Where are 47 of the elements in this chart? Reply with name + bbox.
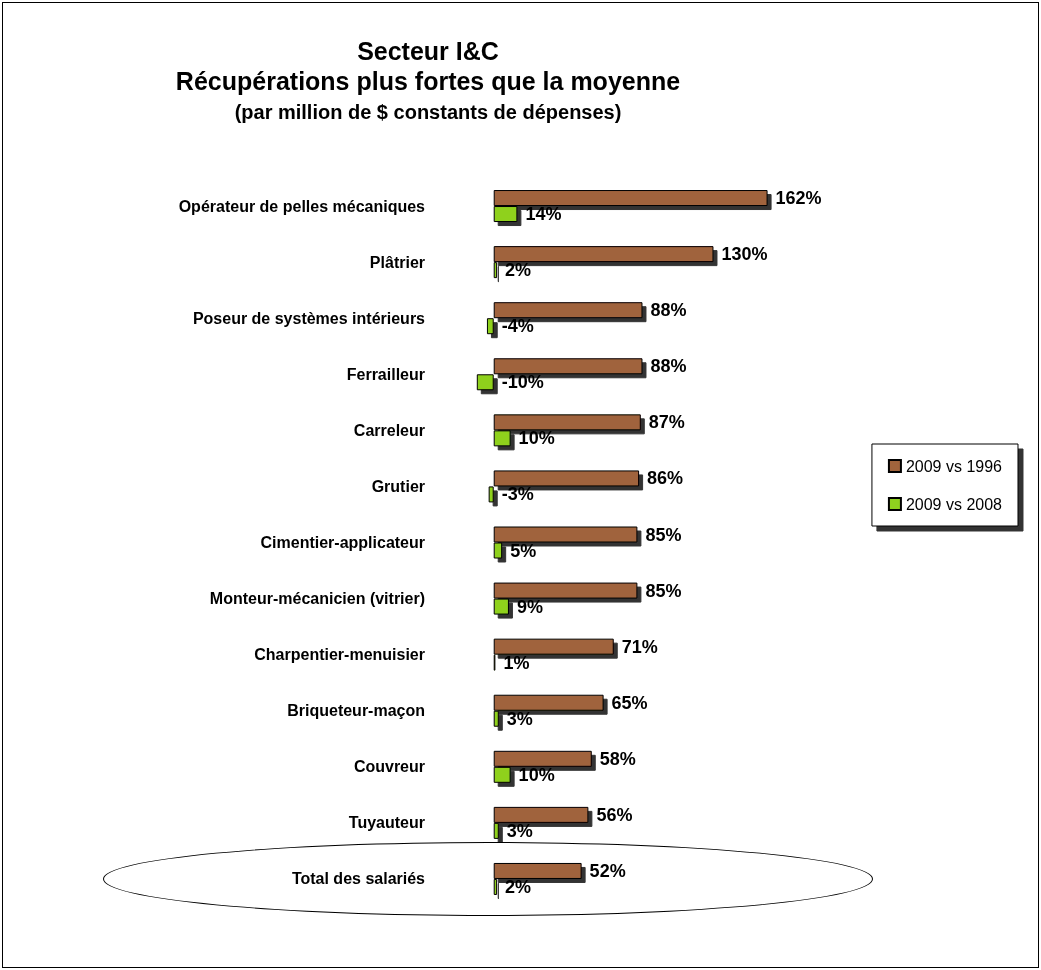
data-label: 52% [589,860,626,881]
y-tick-label: Opérateur de pelles mécaniques [178,197,426,215]
data-label: 3% [506,820,533,841]
chart-subtitle: (par million de $ constants de dépenses) [234,101,622,123]
data-label: 9% [516,596,543,617]
data-label: 65% [611,692,648,713]
data-label: 58% [599,748,636,769]
data-label: -4% [501,316,534,337]
data-label: 87% [648,412,685,433]
data-label: 3% [506,708,533,729]
data-label: 1% [503,652,530,673]
legend-label: 2009 vs 1996 [905,457,1003,475]
bar [493,302,643,319]
data-label: 10% [518,428,555,449]
legend-label: 2009 vs 2008 [905,495,1003,513]
y-tick-label: Cimentier-applicateur [260,534,425,551]
data-label: 86% [647,468,684,489]
y-tick-label: Briqueteur-maçon [287,702,425,720]
y-tick-label: Grutier [371,477,425,495]
data-label: -10% [501,372,544,393]
y-tick-label: Total des salariés [291,870,426,888]
data-label: 14% [525,204,562,225]
data-label: 5% [510,540,537,561]
data-label: 2% [505,260,532,281]
data-label: 10% [518,764,555,785]
data-label: 85% [645,524,682,545]
y-tick-label: Plâtrier [369,253,425,271]
data-label: 85% [645,580,682,601]
y-tick-label: Monteur-mécanicien (vitrier) [209,590,425,608]
y-tick-label: Couvreur [353,758,425,776]
data-label: 162% [775,188,822,209]
chart-title: Secteur I&C Récupérations plus fortes que la moyenne [175,37,681,95]
y-tick-label: Charpentier-menuisier [254,646,425,664]
data-label: 56% [596,804,633,825]
data-label: 2% [505,876,532,897]
y-tick-label: Tuyauteur [348,814,425,832]
data-label: 88% [650,356,687,377]
bar [486,318,494,335]
data-label: 130% [721,244,768,265]
y-tick-label: Carreleur [353,421,425,439]
y-tick-label: Poseur de systèmes intérieurs [192,309,426,327]
bar [493,358,643,375]
bar [476,374,494,391]
y-tick-label: Ferrailleur [346,365,425,383]
data-label: 71% [621,636,658,657]
data-label: 88% [650,300,687,321]
data-label: -3% [501,484,534,505]
